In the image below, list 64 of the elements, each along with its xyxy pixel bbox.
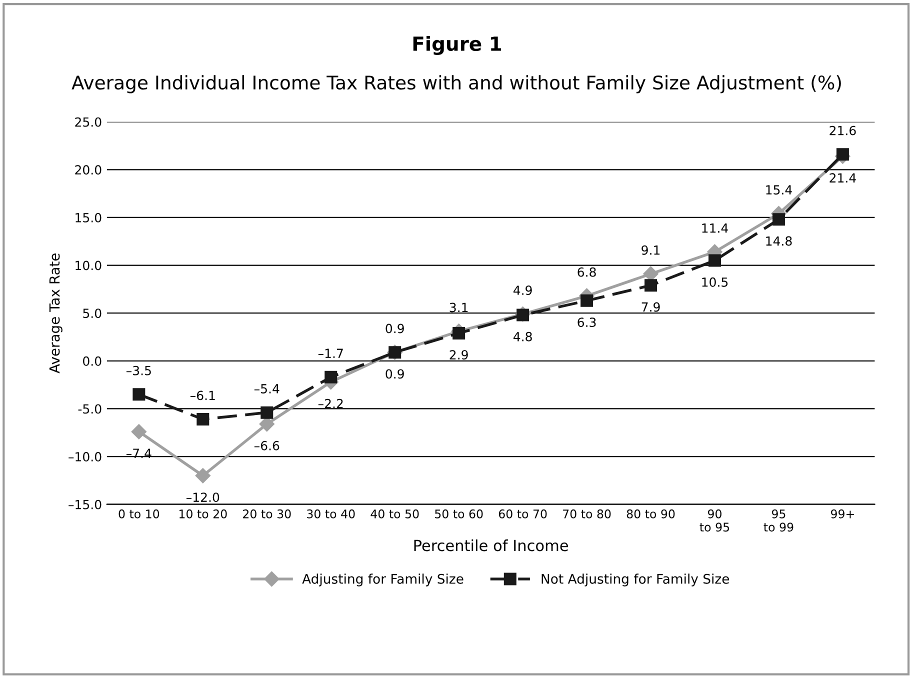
data-label: 3.1 [450, 302, 468, 312]
x-tick-label: 30 to 40 [307, 509, 355, 518]
data-label: –6.1 [190, 390, 215, 400]
x-tick-label: 90 to 95 [700, 509, 730, 532]
x-tick-label: 70 to 80 [563, 509, 611, 518]
data-label: 4.8 [513, 332, 532, 342]
point [580, 294, 594, 307]
y-tick-label: 10.0 [76, 260, 102, 270]
x-tick-label: 10 to 20 [180, 509, 227, 518]
data-label: –2.2 [318, 398, 343, 408]
legend-label: Adjusting for Family Size [302, 574, 464, 586]
chart-subtitle: Average Individual Income Tax Rates with and without Family Size Adjustment (%) [72, 75, 841, 94]
point [516, 308, 530, 322]
data-label: –1.7 [318, 348, 343, 358]
y-tick-label: 15.0 [76, 212, 102, 222]
point [260, 406, 274, 419]
data-label: 0.9 [386, 324, 404, 334]
point [324, 370, 338, 384]
data-label: 0.9 [386, 369, 404, 379]
data-label: 21.6 [830, 126, 856, 136]
data-label: 7.9 [642, 302, 660, 312]
point [644, 279, 658, 292]
point [195, 468, 210, 484]
data-label: 10.5 [702, 277, 728, 287]
data-label: 14.8 [766, 236, 792, 246]
y-tick-label: 25.0 [75, 117, 102, 127]
data-label: 6.3 [578, 318, 596, 328]
data-label: 21.4 [830, 173, 856, 182]
x-tick-label: 50 to 60 [435, 509, 483, 518]
y-axis-title: Average Tax Rate [49, 254, 62, 374]
x-tick-label: 95 to 99 [764, 509, 794, 532]
data-label: 9.1 [642, 245, 660, 255]
y-tick-label: 0.0 [83, 356, 102, 366]
point [131, 424, 146, 440]
x-tick-label: 40 to 50 [370, 509, 419, 518]
point [452, 326, 466, 340]
data-label: –12.0 [186, 492, 220, 502]
x-tick-label: 0 to 10 [118, 509, 160, 518]
point [708, 254, 721, 267]
x-axis-title: Percentile of Income [414, 539, 568, 552]
x-tick-label: 99+ [830, 509, 854, 518]
x-tick-label: 80 to 90 [626, 509, 675, 518]
data-label: 11.4 [702, 224, 728, 233]
y-tick-label: –15.0 [68, 500, 102, 510]
point [836, 148, 849, 161]
data-label: –5.4 [254, 384, 280, 394]
x-tick-label: 60 to 70 [498, 509, 547, 518]
chart-title: Figure 1 [413, 36, 502, 55]
data-label: 6.8 [578, 267, 596, 277]
y-tick-label: 20.0 [75, 165, 102, 175]
x-tick-label: 20 to 30 [243, 509, 291, 518]
point [132, 388, 146, 401]
y-tick-label: -5.0 [78, 404, 102, 414]
data-label: –3.5 [126, 366, 151, 376]
point [643, 266, 658, 282]
point [196, 413, 210, 426]
data-label: 15.4 [766, 185, 792, 195]
y-tick-label: –10.0 [68, 452, 102, 462]
data-label: 2.9 [450, 350, 468, 360]
point [772, 213, 785, 226]
data-label: 4.9 [513, 286, 532, 295]
data-label: –6.6 [254, 440, 280, 450]
legend-label: Not Adjusting for Family Size [542, 574, 730, 586]
y-tick-label: 5.0 [83, 308, 102, 318]
